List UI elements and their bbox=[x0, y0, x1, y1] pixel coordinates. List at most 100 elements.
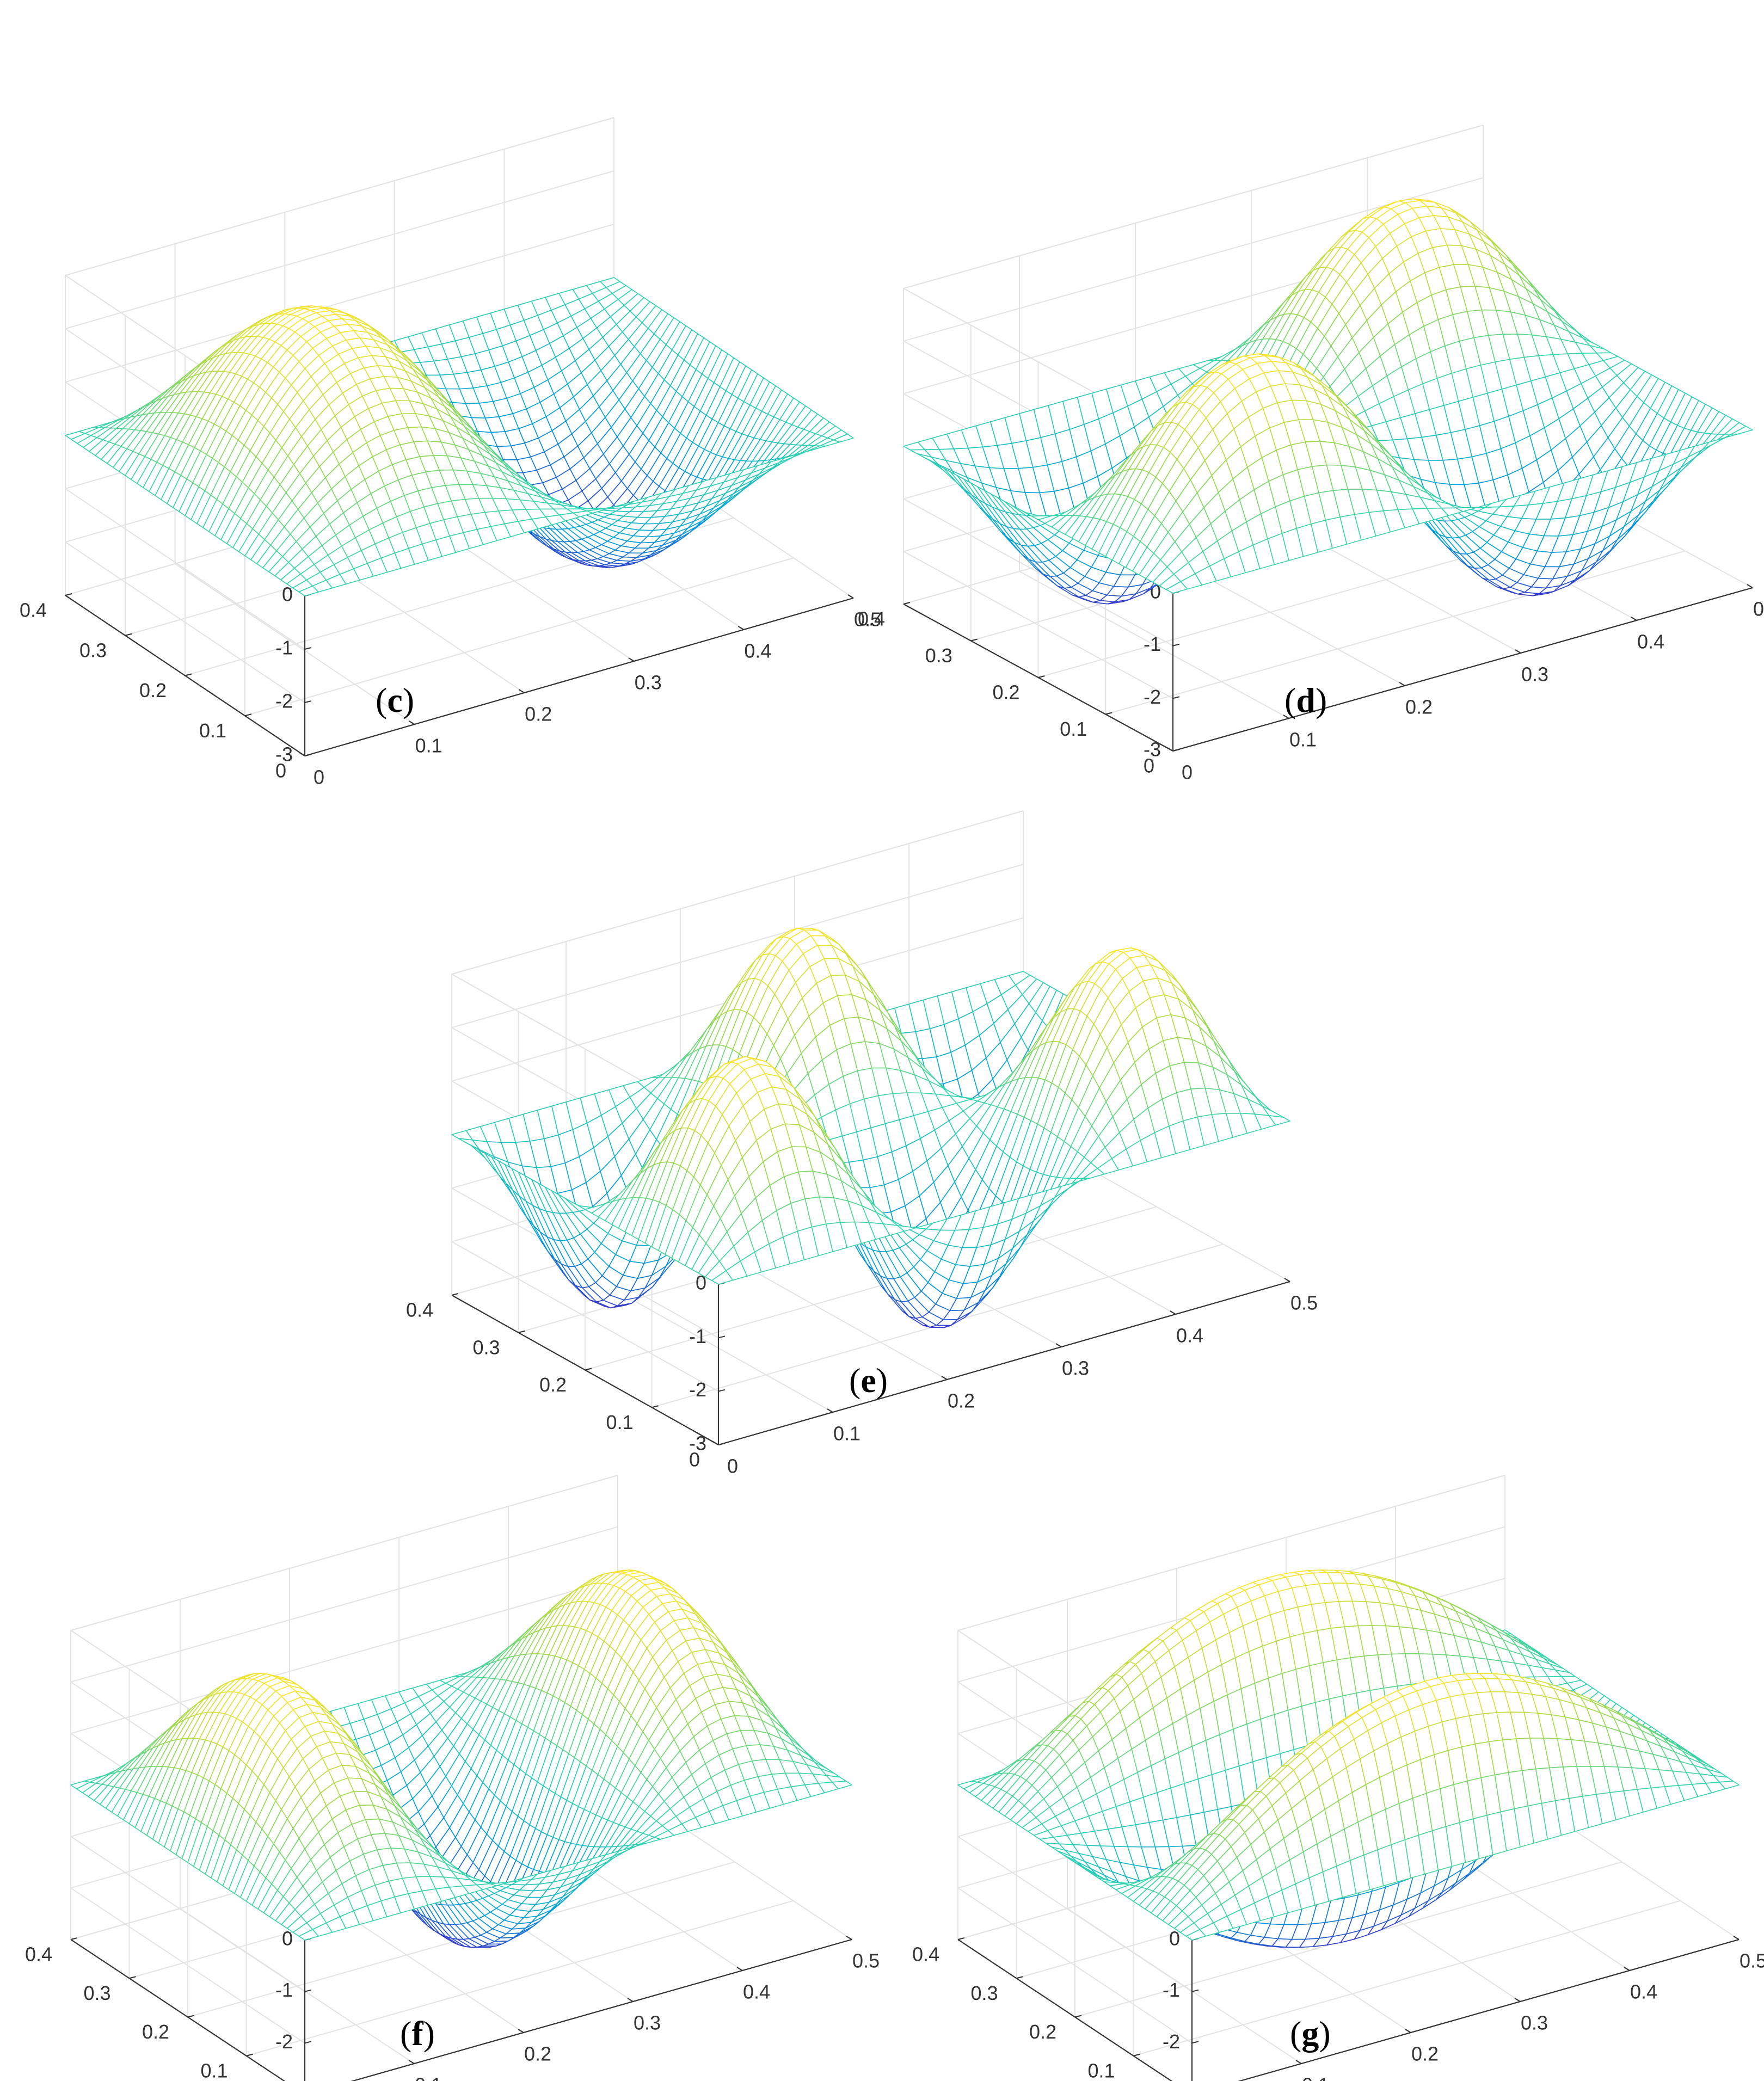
z-tick-label-2: -1 bbox=[1144, 633, 1161, 655]
x-tick-5 bbox=[847, 594, 854, 599]
x-tick-4 bbox=[1631, 617, 1637, 621]
chart-panel-d: -3-2-1012300.10.20.30.40.500.10.20.30.4 bbox=[858, 103, 1764, 784]
x-tick-1 bbox=[1283, 715, 1289, 719]
x-tick-label-3: 0.3 bbox=[1521, 663, 1548, 686]
y-tick-label-2: 0.2 bbox=[992, 681, 1019, 704]
x-tick-label-2: 0.2 bbox=[1405, 696, 1433, 718]
x-tick-label-4: 0.4 bbox=[1637, 631, 1664, 653]
x-tick-2 bbox=[1399, 682, 1405, 686]
y-tick-0 bbox=[1172, 749, 1180, 752]
y-tick-4 bbox=[65, 593, 72, 596]
y-tick-label-4: 0.4 bbox=[406, 1299, 433, 1321]
y-tick-label-0: 0 bbox=[689, 1449, 700, 1471]
z-tick-label-0: -3 bbox=[275, 743, 293, 766]
x-tick-3 bbox=[1515, 649, 1521, 654]
y-tick-4 bbox=[903, 602, 911, 605]
y-tick-label-3: 0.3 bbox=[925, 644, 952, 667]
mesh-d bbox=[903, 198, 1753, 605]
x-tick-5 bbox=[1284, 1278, 1290, 1282]
z-tick-1 bbox=[718, 1389, 726, 1392]
z-tick-1 bbox=[304, 700, 312, 703]
gridline-xz-z4 bbox=[65, 224, 614, 383]
gridline-floor-y2 bbox=[585, 1206, 1157, 1371]
ticks-d: -3-2-1012300.10.20.30.40.500.10.20.30.4 bbox=[858, 423, 1764, 784]
y-tick-label-1: 0.1 bbox=[199, 719, 226, 742]
z-tick-label-0: -3 bbox=[1144, 738, 1161, 761]
surface-plot-e: -3-2-1012300.10.20.30.40.500.10.20.30.4 bbox=[406, 810, 1318, 1477]
z-tick-2 bbox=[304, 647, 312, 650]
x-tick-4 bbox=[737, 626, 744, 630]
gridline-floor-y1 bbox=[1105, 550, 1686, 715]
chart-panel-e: -3-2-1012300.10.20.30.40.500.10.20.30.4 bbox=[406, 740, 1318, 1477]
gridline-xz-z5 bbox=[65, 170, 614, 329]
x-tick-0 bbox=[1167, 747, 1173, 752]
y-tick-label-3: 0.3 bbox=[472, 1336, 500, 1358]
x-tick-2 bbox=[941, 1376, 948, 1380]
x-tick-label-4: 0.4 bbox=[1176, 1325, 1203, 1347]
y-tick-label-1: 0.1 bbox=[1060, 718, 1087, 740]
x-tick-0 bbox=[712, 1441, 719, 1445]
y-tick-1 bbox=[651, 1405, 659, 1408]
x-tick-3 bbox=[1055, 1343, 1062, 1347]
x-tick-label-0: 0 bbox=[1182, 761, 1193, 784]
y-tick-4 bbox=[451, 1293, 459, 1296]
z-tick-2 bbox=[718, 1335, 726, 1339]
mesh-cell bbox=[833, 433, 854, 443]
y-tick-3 bbox=[125, 633, 132, 636]
surface-plot-d: -3-2-1012300.10.20.30.40.500.10.20.30.4 bbox=[858, 125, 1764, 784]
x-tick-label-0: 0 bbox=[727, 1455, 738, 1477]
x-axis-line bbox=[304, 597, 854, 757]
y-tick-label-4: 0.4 bbox=[858, 608, 885, 630]
x-tick-5 bbox=[1747, 584, 1753, 588]
mesh-e bbox=[451, 927, 1290, 1328]
z-tick-label-0: -3 bbox=[689, 1432, 706, 1455]
y-tick-0 bbox=[304, 754, 312, 756]
box-top-back bbox=[903, 125, 1484, 289]
mesh-c bbox=[65, 277, 854, 596]
surface-plot-c: -3-2-1012300.10.20.30.40.500.10.20.30.4 bbox=[20, 117, 881, 789]
z-tick-label-2: -1 bbox=[689, 1325, 706, 1347]
x-tick-4 bbox=[1170, 1310, 1176, 1315]
y-tick-label-4: 0.4 bbox=[20, 599, 47, 621]
y-tick-label-2: 0.2 bbox=[539, 1374, 567, 1396]
y-tick-2 bbox=[585, 1368, 592, 1371]
y-tick-3 bbox=[970, 638, 978, 642]
x-tick-1 bbox=[409, 721, 415, 725]
x-tick-label-5: 0.5 bbox=[1753, 598, 1764, 620]
y-tick-label-0: 0 bbox=[275, 760, 286, 782]
x-tick-label-3: 0.3 bbox=[1062, 1357, 1089, 1380]
y-tick-label-2: 0.2 bbox=[139, 679, 167, 701]
z-tick-label-1: -2 bbox=[275, 690, 293, 712]
x-tick-1 bbox=[827, 1408, 833, 1413]
y-tick-label-0: 0 bbox=[1144, 755, 1154, 777]
x-tick-label-3: 0.3 bbox=[635, 672, 662, 694]
chart-panel-c: -3-2-1012300.10.20.30.40.500.10.20.30.4 bbox=[20, 49, 881, 789]
z-tick-label-1: -2 bbox=[1144, 686, 1161, 708]
y-tick-0 bbox=[718, 1443, 726, 1445]
x-tick-label-2: 0.2 bbox=[525, 703, 552, 725]
y-tick-label-3: 0.3 bbox=[79, 639, 107, 661]
x-tick-2 bbox=[518, 689, 525, 693]
x-tick-label-5: 0.5 bbox=[1290, 1292, 1318, 1314]
x-tick-label-2: 0.2 bbox=[948, 1390, 975, 1412]
mesh-cell bbox=[1731, 426, 1753, 435]
x-axis-line bbox=[718, 1280, 1290, 1446]
x-tick-label-4: 0.4 bbox=[744, 640, 771, 662]
z-tick-label-3: 0 bbox=[696, 1272, 706, 1294]
y-tick-2 bbox=[1038, 675, 1045, 678]
y-tick-2 bbox=[185, 673, 192, 676]
gridline-floor-y1 bbox=[244, 557, 794, 717]
z-tick-1 bbox=[1172, 696, 1180, 699]
x-tick-label-1: 0.1 bbox=[1289, 729, 1317, 751]
gridline-xz-z5 bbox=[451, 864, 1024, 1029]
y-tick-1 bbox=[1105, 712, 1113, 715]
x-tick-3 bbox=[628, 657, 635, 662]
x-tick-label-0: 0 bbox=[314, 766, 324, 789]
x-tick-label-1: 0.1 bbox=[415, 735, 442, 757]
box-top-back bbox=[65, 117, 614, 276]
box-top-back bbox=[451, 810, 1024, 975]
z-tick-label-2: -1 bbox=[275, 637, 293, 659]
z-tick-label-3: 0 bbox=[282, 583, 293, 606]
x-tick-label-5: 0.5 bbox=[854, 608, 881, 631]
ticks-c: -3-2-1012300.10.20.30.40.500.10.20.30.4 bbox=[20, 423, 881, 789]
